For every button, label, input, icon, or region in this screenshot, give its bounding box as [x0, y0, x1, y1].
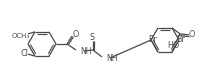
- Text: Cl: Cl: [20, 49, 28, 58]
- Text: HO: HO: [167, 41, 179, 50]
- Text: OCH₃: OCH₃: [12, 33, 30, 39]
- Text: Br: Br: [177, 35, 186, 44]
- Text: NH: NH: [80, 46, 92, 56]
- Text: Br: Br: [149, 35, 158, 44]
- Text: S: S: [90, 33, 95, 42]
- Text: O: O: [72, 30, 79, 39]
- Text: NH: NH: [106, 54, 117, 62]
- Text: O: O: [189, 30, 195, 39]
